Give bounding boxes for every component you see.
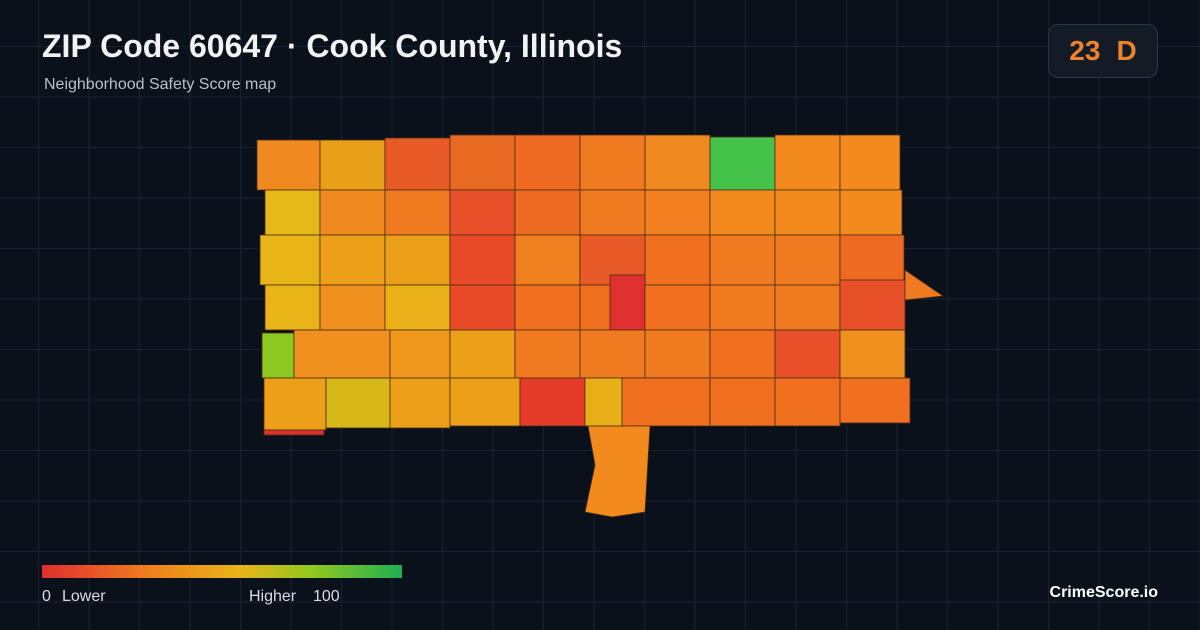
legend-min: 0: [42, 588, 51, 605]
brand: CrimeScore.io: [1049, 584, 1158, 601]
map-cells: [256, 134, 945, 518]
title: ZIP Code 60647 · Cook County, Illinois: [42, 28, 623, 64]
legend-max: 100: [313, 588, 340, 605]
score-grade: D: [1116, 35, 1137, 66]
subtitle: Neighborhood Safety Score map: [44, 76, 277, 93]
score-badge: 23 D: [1048, 24, 1158, 78]
legend-gradient: [42, 565, 402, 578]
legend-max-label: Higher: [249, 588, 297, 605]
legend-min-label: Lower: [62, 588, 106, 605]
score-value: 23: [1069, 35, 1101, 66]
